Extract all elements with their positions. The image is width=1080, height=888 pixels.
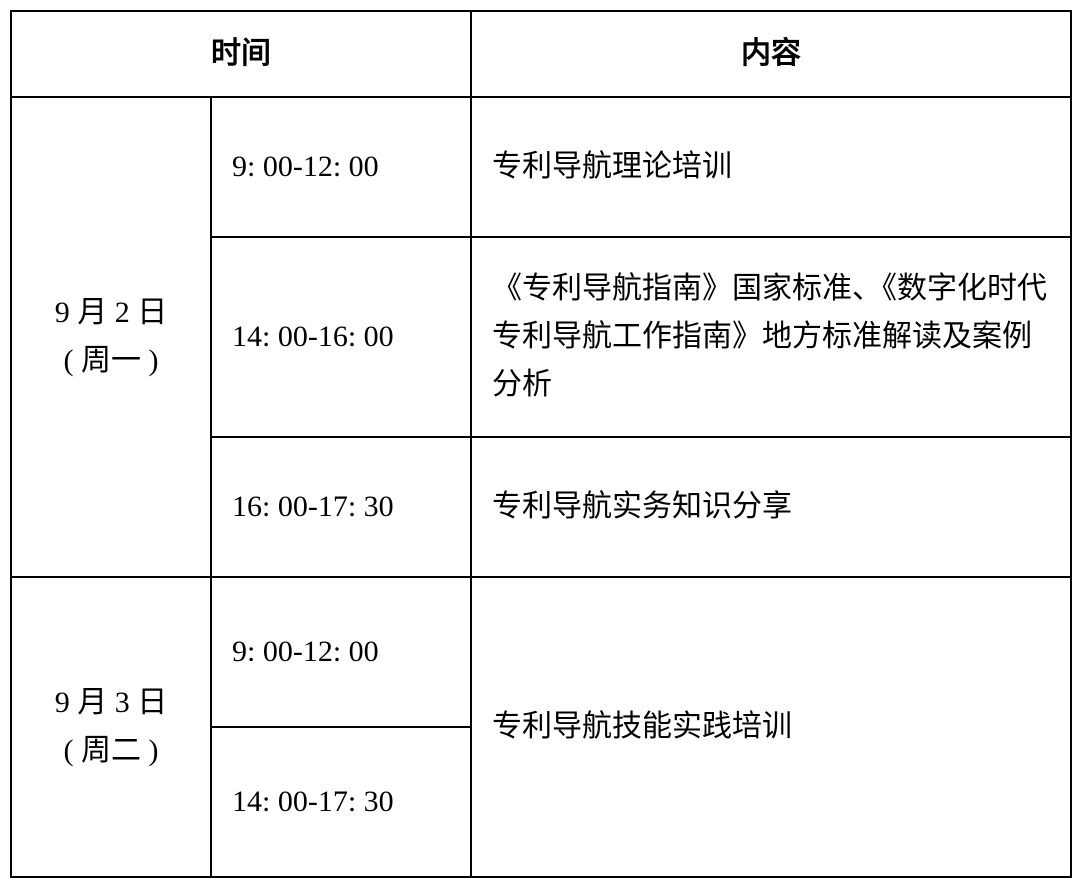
header-content: 内容 <box>471 11 1071 97</box>
schedule-table: 时间 内容 9 月 2 日 ( 周一 ) 9: 00-12: 00 专利导航理论… <box>10 10 1072 878</box>
content-cell: 专利导航技能实践培训 <box>471 577 1071 877</box>
content-cell: 专利导航理论培训 <box>471 97 1071 237</box>
table-header-row: 时间 内容 <box>11 11 1071 97</box>
date-line2: ( 周二 ) <box>64 734 159 767</box>
date-line1: 9 月 2 日 <box>55 296 168 329</box>
content-cell: 专利导航实务知识分享 <box>471 437 1071 577</box>
table-row: 9 月 3 日 ( 周二 ) 9: 00-12: 00 专利导航技能实践培训 <box>11 577 1071 727</box>
date-cell: 9 月 3 日 ( 周二 ) <box>11 577 211 877</box>
time-cell: 14: 00-17: 30 <box>211 727 471 877</box>
time-cell: 9: 00-12: 00 <box>211 97 471 237</box>
time-cell: 14: 00-16: 00 <box>211 237 471 437</box>
header-time: 时间 <box>11 11 471 97</box>
table-row: 9 月 2 日 ( 周一 ) 9: 00-12: 00 专利导航理论培训 <box>11 97 1071 237</box>
time-cell: 16: 00-17: 30 <box>211 437 471 577</box>
date-cell: 9 月 2 日 ( 周一 ) <box>11 97 211 577</box>
date-line1: 9 月 3 日 <box>55 686 168 719</box>
date-line2: ( 周一 ) <box>64 344 159 377</box>
content-cell: 《专利导航指南》国家标准、《数字化时代专利导航工作指南》地方标准解读及案例分析 <box>471 237 1071 437</box>
time-cell: 9: 00-12: 00 <box>211 577 471 727</box>
